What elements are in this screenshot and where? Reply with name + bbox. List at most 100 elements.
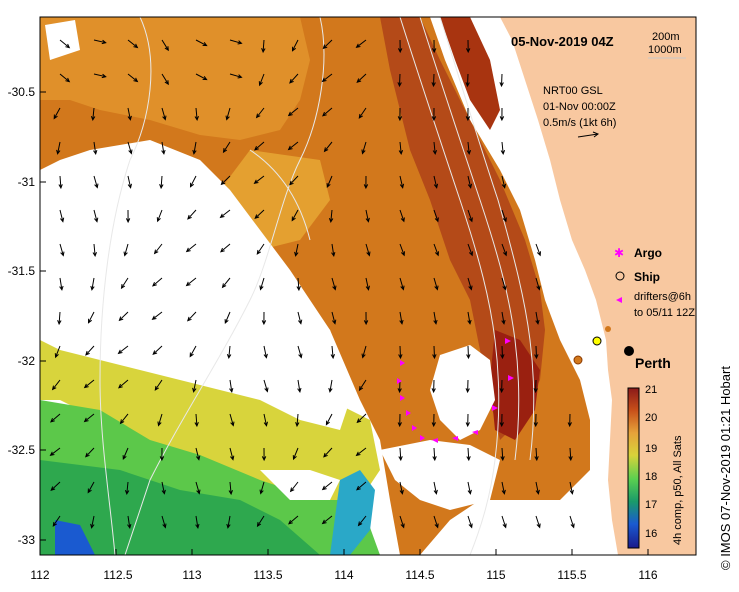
velocity-arrow (535, 481, 540, 495)
velocity-arrow (157, 413, 163, 427)
velocity-arrow (93, 141, 98, 156)
velocity-arrow (465, 413, 470, 428)
velocity-arrow (161, 515, 167, 529)
velocity-arrow (361, 345, 367, 359)
velocity-arrow (297, 311, 303, 325)
velocity-arrow (224, 311, 231, 325)
velocity-arrow (294, 243, 299, 257)
land-mass (500, 17, 696, 555)
velocity-arrow (296, 277, 301, 292)
velocity-arrow (499, 413, 504, 428)
y-tick-label: -32 (18, 354, 36, 368)
drifter-marker (508, 375, 514, 381)
velocity-arrow (535, 243, 541, 257)
velocity-arrow (189, 175, 197, 188)
velocity-arrow (93, 39, 107, 45)
drifter-marker (432, 438, 438, 443)
velocity-arrow (120, 277, 129, 290)
velocity-arrow (433, 277, 439, 291)
velocity-arrow (59, 277, 64, 291)
velocity-arrow (85, 345, 95, 356)
velocity-arrow (432, 345, 437, 360)
velocity-arrow (59, 243, 65, 257)
velocity-arrow (467, 277, 473, 291)
velocity-arrow (291, 39, 299, 52)
velocity-arrow (399, 311, 404, 325)
velocity-arrow (254, 209, 265, 219)
velocity-arrow (261, 311, 267, 326)
velocity-arrow (220, 175, 231, 186)
y-tick-label: -31.5 (8, 264, 36, 278)
velocity-arrow (161, 39, 169, 52)
velocity-arrow (534, 447, 539, 462)
velocity-arrow (465, 39, 471, 54)
colorbar-label: 4h comp, p50, All Sats (672, 435, 684, 545)
velocity-arrow (255, 107, 265, 119)
velocity-arrow (192, 379, 197, 393)
colorbar-tick: 19 (645, 443, 657, 455)
velocity-arrow (291, 209, 299, 222)
x-axis: 112 112.5 113 113.5 114 114.5 115 115.5 … (30, 549, 658, 582)
argo-icon: ✱ (614, 246, 624, 260)
velocity-arrow (363, 311, 369, 326)
bathymetry-contours (99, 17, 535, 555)
velocity-arrow (365, 209, 370, 223)
velocity-arrow (292, 447, 299, 461)
velocity-arrow (152, 277, 163, 287)
velocity-arrow (365, 243, 371, 257)
velocity-arrow (331, 311, 337, 325)
x-tick-label: 113.5 (253, 568, 282, 582)
velocity-arrow (363, 175, 369, 190)
velocity-arrow (499, 107, 505, 122)
product-name: NRT00 GSL (543, 85, 603, 97)
velocity-arrow (195, 481, 201, 495)
velocity-arrow (328, 379, 333, 393)
velocity-arrow (397, 413, 402, 428)
velocity-arrow (161, 481, 166, 495)
velocity-arrow (567, 413, 572, 428)
velocity-arrow (361, 141, 367, 155)
velocity-arrow (152, 345, 163, 355)
velocity-arrow (297, 345, 303, 359)
velocity-arrow (321, 515, 333, 525)
velocity-arrow (501, 311, 506, 325)
velocity-arrow (159, 175, 164, 190)
velocity-arrow (331, 243, 336, 258)
velocity-arrow (226, 345, 232, 360)
velocity-arrow (355, 39, 367, 48)
y-tick-label: -31 (18, 175, 36, 189)
coastal-strip (500, 17, 618, 555)
velocity-arrow (399, 175, 405, 189)
velocity-arrow (83, 413, 95, 423)
velocity-arrow (59, 39, 71, 49)
drifter-marker (492, 405, 498, 411)
velocity-arrow (467, 311, 472, 325)
velocity-arrow (323, 141, 333, 153)
velocity-arrow (59, 209, 65, 223)
colorbar-tick: 17 (645, 499, 657, 511)
drifter-marker (412, 425, 417, 431)
velocity-arrow (466, 141, 472, 156)
velocity-arrow (323, 447, 333, 458)
velocity-arrow (226, 515, 231, 529)
velocity-arrow (433, 175, 439, 189)
velocity-arrow (325, 413, 333, 426)
velocity-arrow (398, 345, 403, 360)
drifter-marker (400, 395, 405, 401)
velocity-arrow (161, 141, 166, 155)
velocity-arrow (127, 141, 133, 155)
velocity-arrow (328, 209, 334, 224)
velocity-arrow (289, 481, 299, 493)
depth-legend-200m: 200m (652, 31, 680, 43)
drifter-marker (397, 378, 402, 384)
y-tick-label: -33 (18, 533, 36, 547)
x-tick-label: 116 (638, 568, 657, 582)
velocity-arrow (229, 39, 243, 45)
product-date: 01-Nov 00:00Z (543, 101, 616, 113)
x-tick-label: 114.5 (405, 568, 434, 582)
velocity-arrow (433, 311, 438, 325)
legend-drifters-line1: drifters@6h (634, 291, 691, 303)
velocity-arrow (229, 447, 235, 461)
colorbar-tick: 20 (645, 412, 657, 424)
